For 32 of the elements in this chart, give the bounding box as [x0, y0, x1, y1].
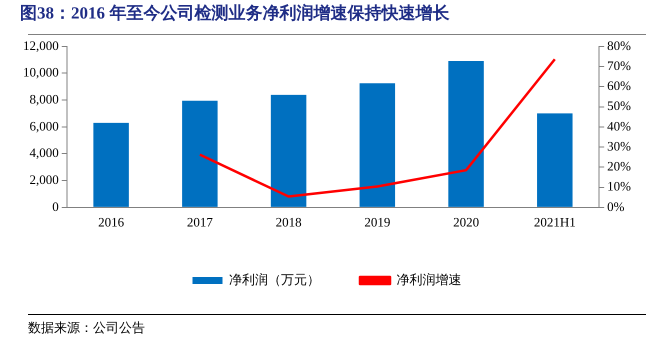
bar: [93, 122, 129, 207]
x-tick-label: 2018: [276, 214, 302, 230]
bar: [448, 61, 484, 207]
y2-tick-label: 60%: [607, 78, 632, 94]
y2-tick-label: 40%: [607, 118, 632, 134]
y-tick-label: 0: [52, 198, 59, 214]
x-tick-label: 2016: [98, 214, 125, 230]
legend-label: 净利润（万元）: [229, 272, 320, 287]
y-tick-label: 2,000: [30, 172, 59, 187]
bar: [360, 83, 396, 207]
x-tick-label: 2020: [453, 214, 480, 230]
y-tick-label: 12,000: [23, 38, 59, 53]
y2-tick-label: 50%: [607, 98, 632, 114]
y-tick-label: 8,000: [30, 91, 59, 106]
y-tick-label: 4,000: [30, 145, 59, 160]
bar: [537, 113, 573, 207]
y2-tick-label: 20%: [607, 158, 632, 174]
bar: [182, 100, 218, 207]
chart-title: 图38：2016 年至今公司检测业务净利润增速保持快速增长: [20, 4, 450, 23]
y2-tick-label: 80%: [607, 38, 632, 53]
legend-label: 净利润增速: [396, 272, 462, 287]
y2-tick-label: 10%: [607, 178, 632, 194]
y2-tick-label: 30%: [607, 138, 632, 154]
y2-tick-label: 70%: [607, 58, 632, 73]
x-tick-label: 2021H1: [534, 214, 576, 230]
y-tick-label: 10,000: [23, 64, 59, 80]
y-tick-label: 6,000: [30, 118, 59, 134]
source-note: 数据来源：公司公告: [28, 320, 145, 335]
x-tick-label: 2019: [364, 214, 390, 230]
y2-tick-label: 0%: [607, 198, 625, 214]
bar: [270, 94, 306, 207]
x-tick-label: 2017: [186, 214, 214, 230]
